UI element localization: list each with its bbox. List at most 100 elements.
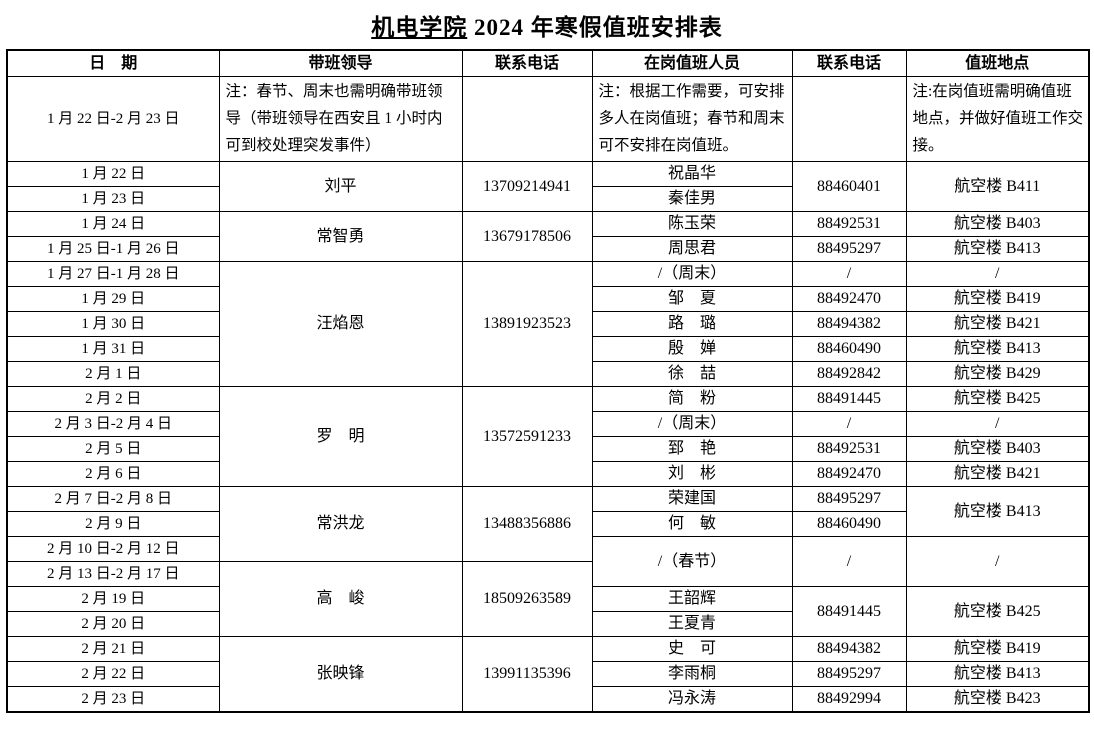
location-cell: 航空楼 B425 <box>905 586 1090 637</box>
staff-cell: 秦佳男 <box>591 186 793 212</box>
staff-phone-cell: 88492531 <box>791 436 907 462</box>
staff-cell: 王韶辉 <box>591 586 793 612</box>
staff-cell: 祝晶华 <box>591 161 793 187</box>
date-cell: 2 月 1 日 <box>6 361 220 387</box>
date-cell: 2 月 7 日-2 月 8 日 <box>6 486 220 512</box>
title-rest: 2024 年寒假值班安排表 <box>467 15 723 40</box>
staff-phone-cell: / <box>791 411 907 437</box>
location-cell: / <box>905 536 1090 587</box>
header-leader: 带班领导 <box>218 49 463 77</box>
date-cell: 2 月 20 日 <box>6 611 220 637</box>
date-cell: 1 月 30 日 <box>6 311 220 337</box>
date-cell: 1 月 27 日-1 月 28 日 <box>6 261 220 287</box>
table-row: 1 月 30 日 路 璐 88494382 航空楼 B421 <box>6 311 1090 337</box>
empty-cell <box>461 76 593 162</box>
staff-phone-cell: 88460490 <box>791 336 907 362</box>
table-row: 2 月 9 日 何 敏 88460490 <box>6 511 1089 537</box>
date-range-cell: 1 月 22 日-2 月 23 日 <box>6 76 220 162</box>
staff-phone-cell: 88491445 <box>791 386 907 412</box>
leader-note-cell: 注：春节、周末也需明确带班领导（带班领导在西安且 1 小时内可到校处理突发事件） <box>218 76 463 162</box>
location-cell: 航空楼 B421 <box>905 461 1090 487</box>
leader-cell: 罗 明 <box>218 386 463 487</box>
header-leader-phone: 联系电话 <box>461 49 593 77</box>
staff-cell: 王夏青 <box>591 611 793 637</box>
leader-phone-cell: 18509263589 <box>461 561 593 637</box>
staff-phone-cell: 88492531 <box>791 211 907 237</box>
leader-cell: 张映锋 <box>218 636 463 712</box>
location-cell: / <box>905 411 1090 437</box>
location-cell: 航空楼 B429 <box>905 361 1090 387</box>
date-cell: 2 月 23 日 <box>6 686 220 712</box>
location-cell: 航空楼 B413 <box>905 486 1090 537</box>
staff-phone-cell: / <box>791 261 907 287</box>
date-cell: 1 月 23 日 <box>6 186 220 212</box>
location-cell: 航空楼 B413 <box>905 336 1090 362</box>
staff-phone-cell: 88460490 <box>791 511 907 537</box>
date-cell: 2 月 9 日 <box>6 511 220 537</box>
location-cell: 航空楼 B411 <box>905 161 1090 212</box>
date-cell: 2 月 22 日 <box>6 661 220 687</box>
table-row: 1 月 24 日 常智勇 13679178506 陈玉荣 88492531 航空… <box>6 211 1090 262</box>
table-row: 2 月 5 日 郅 艳 88492531 航空楼 B403 <box>6 436 1090 462</box>
staff-cell: 徐 喆 <box>591 361 793 387</box>
duty-schedule-table: 日 期 带班领导 联系电话 在岗值班人员 联系电话 值班地点 1 月 22 日-… <box>6 49 1090 713</box>
table-row: 2 月 1 日 徐 喆 88492842 航空楼 B429 <box>6 361 1090 387</box>
table-row: 2 月 21 日 张映锋 13991135396 史 可 88494382 航空… <box>6 636 1090 712</box>
table-row: 1 月 25 日-1 月 26 日 周思君 88495297 航空楼 B413 <box>6 236 1090 262</box>
location-cell: 航空楼 B421 <box>905 311 1090 337</box>
staff-phone-cell: 88492842 <box>791 361 907 387</box>
table-row: 1 月 23 日 秦佳男 <box>6 186 1089 212</box>
staff-cell: 邹 夏 <box>591 286 793 312</box>
table-row: 2 月 3 日-2 月 4 日 /（周末） / / <box>6 411 1090 437</box>
staff-cell: /（周末） <box>591 411 793 437</box>
staff-phone-cell: 88492470 <box>791 461 907 487</box>
staff-phone-cell: 88460401 <box>791 161 907 212</box>
staff-phone-cell: 88495297 <box>791 236 907 262</box>
staff-cell: 荣建国 <box>591 486 793 512</box>
leader-phone-cell: 13679178506 <box>461 211 593 262</box>
leader-phone-cell: 13891923523 <box>461 261 593 387</box>
location-cell: 航空楼 B413 <box>905 661 1090 687</box>
staff-phone-cell: 88491445 <box>791 586 907 637</box>
leader-cell: 汪焰恩 <box>218 261 463 387</box>
table-row: 2 月 2 日 罗 明 13572591233 简 粉 88491445 航空楼… <box>6 386 1090 487</box>
staff-cell: 简 粉 <box>591 386 793 412</box>
table-row: 2 月 23 日 冯永涛 88492994 航空楼 B423 <box>6 686 1090 712</box>
title-underlined: 机电学院 <box>371 15 468 40</box>
location-cell: 航空楼 B423 <box>905 686 1090 712</box>
staff-phone-cell: 88492994 <box>791 686 907 712</box>
table-row: 2 月 6 日 刘 彬 88492470 航空楼 B421 <box>6 461 1090 487</box>
location-cell: / <box>905 261 1090 287</box>
staff-phone-cell: / <box>791 536 907 587</box>
staff-cell: 冯永涛 <box>591 686 793 712</box>
staff-cell: 何 敏 <box>591 511 793 537</box>
page-title: 机电学院 2024 年寒假值班安排表 <box>0 8 1094 42</box>
table-row: 1 月 22 日 刘平 13709214941 祝晶华 88460401 航空楼… <box>6 161 1090 212</box>
leader-cell: 高 峻 <box>218 561 463 637</box>
staff-phone-cell: 88495297 <box>791 486 907 512</box>
date-cell: 1 月 25 日-1 月 26 日 <box>6 236 220 262</box>
staff-phone-cell: 88494382 <box>791 311 907 337</box>
date-cell: 1 月 29 日 <box>6 286 220 312</box>
location-cell: 航空楼 B425 <box>905 386 1090 412</box>
location-cell: 航空楼 B419 <box>905 286 1090 312</box>
date-cell: 1 月 31 日 <box>6 336 220 362</box>
date-cell: 2 月 2 日 <box>6 386 220 412</box>
header-staff-phone: 联系电话 <box>791 49 907 77</box>
date-cell: 2 月 10 日-2 月 12 日 <box>6 536 220 562</box>
staff-cell: 郅 艳 <box>591 436 793 462</box>
location-cell: 航空楼 B413 <box>905 236 1090 262</box>
leader-cell: 常智勇 <box>218 211 463 262</box>
leader-cell: 刘平 <box>218 161 463 212</box>
date-cell: 1 月 24 日 <box>6 211 220 237</box>
staff-cell: /（周末） <box>591 261 793 287</box>
date-cell: 2 月 6 日 <box>6 461 220 487</box>
staff-cell: 李雨桐 <box>591 661 793 687</box>
leader-cell: 常洪龙 <box>218 486 463 562</box>
staff-phone-cell: 88495297 <box>791 661 907 687</box>
notes-row: 1 月 22 日-2 月 23 日 注：春节、周末也需明确带班领导（带班领导在西… <box>6 76 1090 162</box>
table-header-row: 日 期 带班领导 联系电话 在岗值班人员 联系电话 值班地点 <box>6 49 1090 77</box>
staff-phone-cell: 88492470 <box>791 286 907 312</box>
staff-note-cell: 注：根据工作需要，可安排多人在岗值班；春节和周末可不安排在岗值班。 <box>591 76 793 162</box>
header-staff: 在岗值班人员 <box>591 49 793 77</box>
